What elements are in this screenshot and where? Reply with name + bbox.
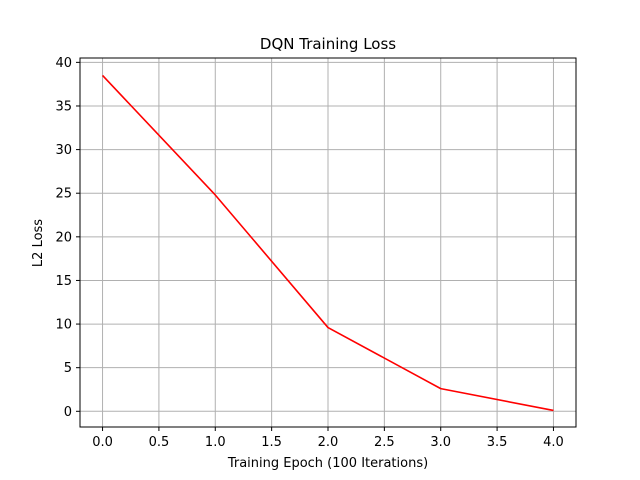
series-layer — [101, 74, 554, 412]
y-tick-label: 15 — [55, 274, 72, 289]
y-tick-label: 10 — [55, 318, 72, 333]
chart-title: DQN Training Loss — [260, 35, 396, 53]
x-tick-label: 0.5 — [149, 435, 170, 450]
series-line — [101, 74, 554, 412]
y-tick-label: 5 — [64, 361, 72, 376]
y-tick-label: 25 — [55, 187, 72, 202]
x-tick-label: 1.0 — [205, 435, 226, 450]
y-axis-ticks: 0 5 10 15 20 25 30 35 40 — [55, 56, 80, 420]
grid-lines — [80, 58, 576, 427]
y-tick-label: 0 — [64, 405, 72, 420]
x-tick-label: 2.0 — [318, 435, 339, 450]
x-tick-label: 3.0 — [430, 435, 451, 450]
y-tick-label: 30 — [55, 143, 72, 158]
x-axis-ticks: 0.0 0.5 1.0 1.5 2.0 2.5 3.0 3.5 4.0 — [92, 427, 564, 450]
x-tick-label: 1.5 — [261, 435, 282, 450]
x-tick-label: 2.5 — [374, 435, 395, 450]
x-tick-label: 4.0 — [543, 435, 564, 450]
x-tick-label: 3.5 — [487, 435, 508, 450]
y-tick-label: 20 — [55, 230, 72, 245]
y-axis-label: L2 Loss — [31, 219, 46, 267]
y-tick-label: 35 — [55, 99, 72, 114]
y-tick-label: 40 — [55, 56, 72, 71]
x-axis-label: Training Epoch (100 Iterations) — [227, 456, 428, 471]
x-tick-label: 0.0 — [92, 435, 113, 450]
